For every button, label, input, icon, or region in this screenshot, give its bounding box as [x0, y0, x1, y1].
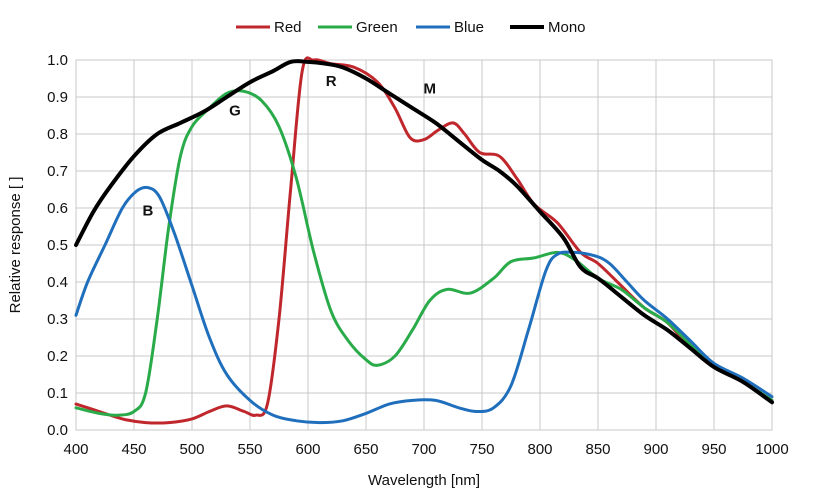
y-tick-label: 0.4 — [47, 274, 68, 291]
y-tick-label: 0.9 — [47, 89, 68, 106]
y-tick-label: 0.5 — [47, 237, 68, 254]
series-line-green — [74, 89, 774, 417]
x-tick-label: 400 — [63, 441, 88, 458]
x-tick-label: 900 — [643, 441, 668, 458]
y-tick-label: 0.7 — [47, 163, 68, 180]
annotation-r: R — [326, 73, 337, 90]
x-tick-label: 850 — [585, 441, 610, 458]
legend-label-blue: Blue — [454, 19, 484, 36]
x-tick-label: 500 — [179, 441, 204, 458]
series-line-mono — [74, 59, 774, 405]
x-tick-label: 1000 — [755, 441, 788, 458]
annotation-m: M — [424, 80, 437, 97]
y-tick-label: 0.1 — [47, 385, 68, 402]
series-line-blue — [74, 185, 774, 425]
x-tick-label: 700 — [411, 441, 436, 458]
legend-label-green: Green — [356, 19, 398, 36]
y-tick-labels: 0.0 0.1 0.2 0.3 0.4 0.5 0.6 0.7 0.8 0.9 1.0 — [47, 52, 68, 439]
y-tick-label: 0.2 — [47, 348, 68, 365]
x-axis-label: Wavelength [nm] — [368, 472, 480, 489]
y-tick-label: 1.0 — [47, 52, 68, 69]
y-tick-label: 0.6 — [47, 200, 68, 217]
annotation-b: B — [142, 202, 153, 219]
y-tick-label: 0.3 — [47, 311, 68, 328]
curve-annotations: R M G B — [142, 73, 437, 219]
x-tick-label: 950 — [701, 441, 726, 458]
x-tick-label: 800 — [527, 441, 552, 458]
x-tick-label: 600 — [295, 441, 320, 458]
series-lines — [74, 56, 774, 425]
x-tick-label: 750 — [469, 441, 494, 458]
x-tick-labels: 400 450 500 550 600 650 700 750 800 850 900 950 1000 — [63, 441, 788, 458]
x-tick-label: 450 — [121, 441, 146, 458]
y-tick-label: 0.8 — [47, 126, 68, 143]
x-tick-label: 550 — [237, 441, 262, 458]
x-tick-label: 650 — [353, 441, 378, 458]
legend-label-mono: Mono — [548, 19, 586, 36]
legend: Red Green Blue Mono — [236, 19, 586, 36]
y-axis-label: Relative response [ ] — [7, 177, 24, 314]
legend-label-red: Red — [274, 19, 302, 36]
y-tick-label: 0.0 — [47, 422, 68, 439]
annotation-g: G — [229, 103, 241, 120]
